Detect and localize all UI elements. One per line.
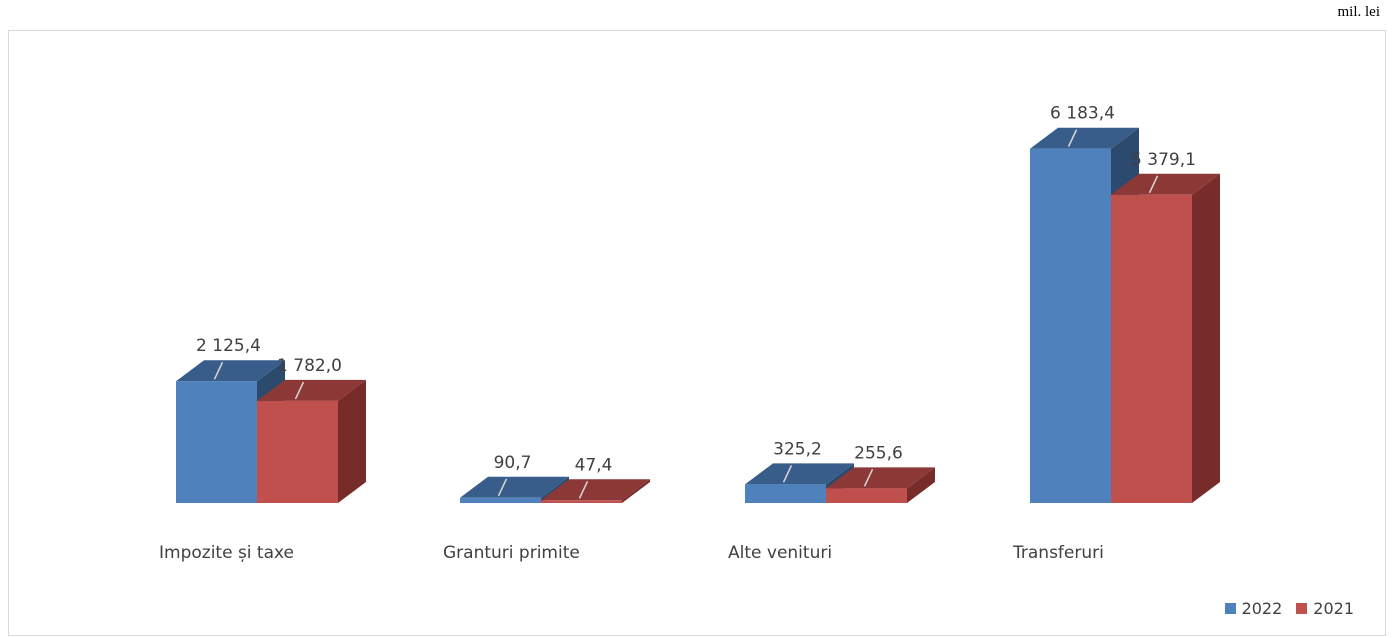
data-label-leader-2022-3: [1067, 129, 1078, 148]
data-label-2021-3: 5 379,1: [1131, 150, 1196, 170]
bar-2022-0: [176, 381, 257, 503]
bar-top-2021-1: [541, 479, 650, 501]
bar-2021-1: [541, 500, 622, 503]
bar-2021-3: [1111, 194, 1192, 503]
bar-2021-0: [257, 400, 338, 503]
chart-frame: [8, 30, 1386, 636]
data-label-leader-2021-1: [578, 480, 589, 499]
legend-item-2022: 2022: [1224, 599, 1283, 618]
legend-item-2021: 2021: [1296, 599, 1354, 618]
bar-top-2021-3: [1111, 173, 1220, 195]
data-label-2021-0: 1 782,0: [277, 356, 342, 376]
data-label-2021-2: 255,6: [854, 443, 903, 463]
data-label-leader-2022-2: [782, 465, 793, 483]
bar-top-2021-2: [826, 467, 935, 489]
data-label-2022-3: 6 183,4: [1050, 104, 1115, 124]
bar-side-2021-1: [622, 479, 650, 503]
bar-side-2021-2: [907, 467, 935, 503]
data-label-2022-2: 325,2: [773, 439, 822, 459]
data-label-leader-2022-0: [213, 361, 224, 380]
bar-top-2022-2: [745, 463, 854, 485]
bar-2021-2: [826, 488, 907, 503]
data-label-leader-2021-0: [294, 381, 305, 400]
bar-top-2022-1: [460, 476, 569, 498]
category-label-3: Transferuri: [1012, 543, 1104, 563]
bar-top-2022-3: [1030, 127, 1139, 149]
data-label-2021-1: 47,4: [575, 455, 613, 475]
data-label-leader-2021-2: [863, 469, 874, 487]
bar-2022-2: [745, 484, 826, 503]
bar-side-2021-3: [1192, 173, 1220, 503]
legend-label-2022: 2022: [1241, 599, 1283, 618]
legend: 2022 2021: [1224, 599, 1354, 618]
legend-swatch-2022: [1224, 603, 1236, 614]
category-label-0: Impozite și taxe: [159, 543, 294, 563]
data-label-2022-1: 90,7: [494, 453, 532, 473]
data-label-leader-2021-3: [1148, 175, 1159, 194]
unit-label: mil. lei: [1337, 4, 1381, 20]
bar-2022-1: [460, 497, 541, 503]
category-label-1: Granturi primite: [443, 543, 580, 563]
bar-side-2021-0: [338, 379, 366, 503]
bar-top-2022-0: [176, 360, 285, 382]
bar-top-2021-0: [257, 379, 366, 401]
data-label-2022-0: 2 125,4: [196, 336, 261, 356]
legend-swatch-2021: [1296, 603, 1308, 614]
data-label-leader-2022-1: [497, 478, 508, 497]
legend-label-2021: 2021: [1313, 599, 1354, 618]
bar-2022-3: [1030, 148, 1111, 504]
category-label-2: Alte venituri: [728, 543, 832, 563]
